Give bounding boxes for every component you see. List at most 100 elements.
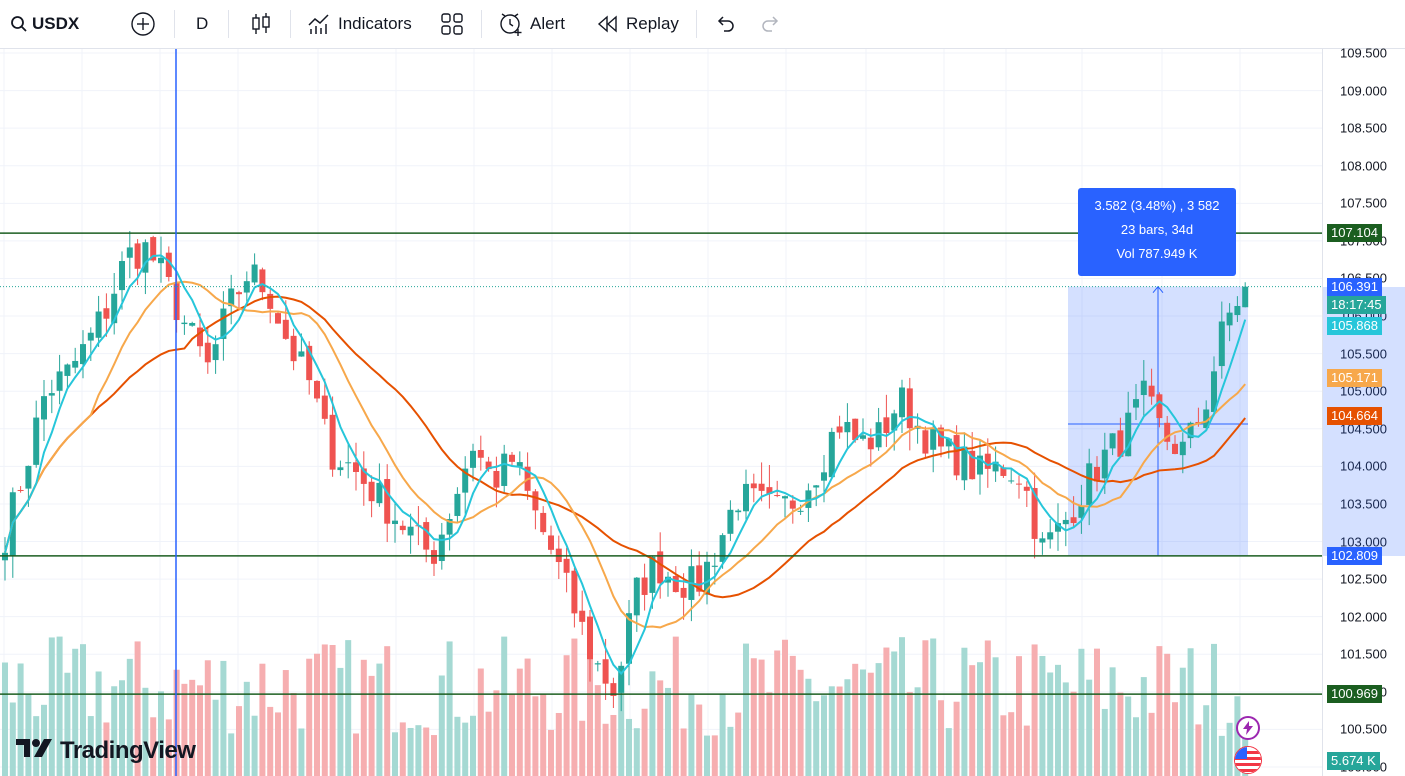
candle-body bbox=[1094, 466, 1100, 482]
volume-bar bbox=[384, 646, 391, 776]
volume-bar bbox=[56, 636, 63, 776]
candle-body bbox=[735, 510, 742, 513]
candle-body bbox=[821, 472, 827, 481]
volume-bar bbox=[711, 735, 718, 776]
candle-body bbox=[126, 247, 133, 258]
candle-body bbox=[548, 535, 554, 550]
volume-bar bbox=[821, 695, 827, 776]
candle-body bbox=[33, 417, 40, 465]
volume-bar bbox=[345, 640, 352, 776]
measure-volume: Vol 787.949 K bbox=[1116, 246, 1198, 261]
chart-type-button[interactable] bbox=[250, 0, 272, 48]
redo-button[interactable] bbox=[760, 0, 782, 48]
volume-bar bbox=[1000, 715, 1007, 776]
volume-bar bbox=[17, 663, 24, 776]
candle-body bbox=[501, 453, 508, 486]
candle-body bbox=[485, 461, 492, 470]
alert-button[interactable]: Alert bbox=[498, 0, 565, 48]
candle-body bbox=[17, 489, 24, 491]
volume-bar bbox=[103, 722, 110, 776]
volume-bar bbox=[914, 687, 921, 776]
volume-bar bbox=[197, 685, 203, 776]
volume-bar bbox=[657, 680, 664, 776]
search-icon bbox=[10, 15, 28, 33]
undo-button[interactable] bbox=[714, 0, 736, 48]
volume-bar bbox=[680, 728, 687, 776]
candle-body bbox=[25, 465, 32, 489]
volume-bar bbox=[1133, 717, 1139, 776]
candle-body bbox=[454, 493, 461, 516]
price-chart[interactable] bbox=[0, 49, 1322, 776]
volume-bar bbox=[953, 701, 960, 776]
us-flag-icon[interactable] bbox=[1234, 746, 1262, 774]
volume-bar bbox=[672, 636, 679, 776]
candle-body bbox=[197, 327, 203, 347]
volume-bar bbox=[95, 671, 102, 776]
volume-bar bbox=[1047, 672, 1054, 776]
volume-bar bbox=[204, 660, 211, 776]
ma-fast-label: 105.868 bbox=[1327, 316, 1382, 335]
volume-bar bbox=[813, 701, 820, 776]
price-tick: 101.500 bbox=[1340, 646, 1387, 662]
volume-bar bbox=[891, 651, 898, 776]
price-tick: 105.500 bbox=[1340, 346, 1387, 362]
lightning-icon[interactable] bbox=[1236, 716, 1260, 740]
volume-bar bbox=[376, 663, 383, 776]
volume-bar bbox=[899, 637, 905, 776]
volume-bar bbox=[438, 675, 445, 776]
candle-body bbox=[181, 322, 188, 325]
volume-bar bbox=[828, 686, 835, 776]
volume-bar bbox=[930, 638, 937, 776]
volume-bar bbox=[446, 641, 453, 776]
candle-body bbox=[672, 575, 679, 593]
volume-bar bbox=[251, 715, 258, 776]
volume-bar bbox=[719, 694, 726, 776]
candle-body bbox=[251, 264, 258, 283]
volume-bar bbox=[2, 662, 8, 776]
interval-button[interactable]: D bbox=[196, 0, 208, 48]
candle-body bbox=[1211, 371, 1217, 412]
candles-icon bbox=[250, 11, 272, 37]
candle-body bbox=[1242, 286, 1249, 308]
candle-body bbox=[977, 455, 983, 475]
candle-body bbox=[142, 242, 149, 273]
volume-bar bbox=[1125, 696, 1132, 776]
volume-bar bbox=[1094, 648, 1100, 776]
price-tick: 100.500 bbox=[1340, 721, 1387, 737]
volume-bar bbox=[555, 712, 562, 776]
add-symbol-icon bbox=[130, 11, 156, 37]
volume-bar bbox=[1008, 712, 1015, 776]
candle-body bbox=[516, 462, 523, 467]
volume-bar bbox=[1109, 667, 1116, 776]
volume-bar bbox=[938, 700, 944, 776]
compare-button[interactable] bbox=[130, 0, 156, 48]
candle-body bbox=[423, 522, 430, 550]
volume-bar bbox=[532, 696, 539, 776]
candle-body bbox=[953, 435, 960, 476]
volume-bar bbox=[267, 706, 274, 776]
candle-body bbox=[1226, 312, 1233, 326]
candle-body bbox=[1234, 305, 1241, 316]
redo-icon bbox=[760, 13, 782, 35]
symbol-search-button[interactable]: USDX bbox=[10, 0, 79, 48]
volume-bar bbox=[1164, 653, 1171, 776]
volume-bar bbox=[883, 647, 890, 776]
volume-bar bbox=[119, 680, 125, 776]
candle-body bbox=[1179, 441, 1186, 456]
volume-bar bbox=[860, 669, 866, 776]
candle-body bbox=[571, 570, 578, 614]
volume-bar bbox=[633, 728, 640, 776]
price-tick: 109.500 bbox=[1340, 45, 1387, 61]
candle-body bbox=[321, 395, 328, 419]
volume-bar bbox=[563, 655, 570, 776]
layout-button[interactable] bbox=[440, 0, 464, 48]
volume-bar bbox=[836, 686, 843, 776]
volume-bar bbox=[766, 692, 773, 776]
candle-body bbox=[719, 535, 726, 562]
replay-button[interactable]: Replay bbox=[596, 0, 679, 48]
price-axis[interactable]: 109.500109.000108.500108.000107.500107.0… bbox=[1322, 45, 1405, 776]
indicators-button[interactable]: Indicators bbox=[306, 0, 412, 48]
tradingview-logo[interactable]: TradingView bbox=[14, 736, 196, 766]
candle-body bbox=[446, 519, 453, 535]
volume-bar bbox=[493, 690, 500, 776]
